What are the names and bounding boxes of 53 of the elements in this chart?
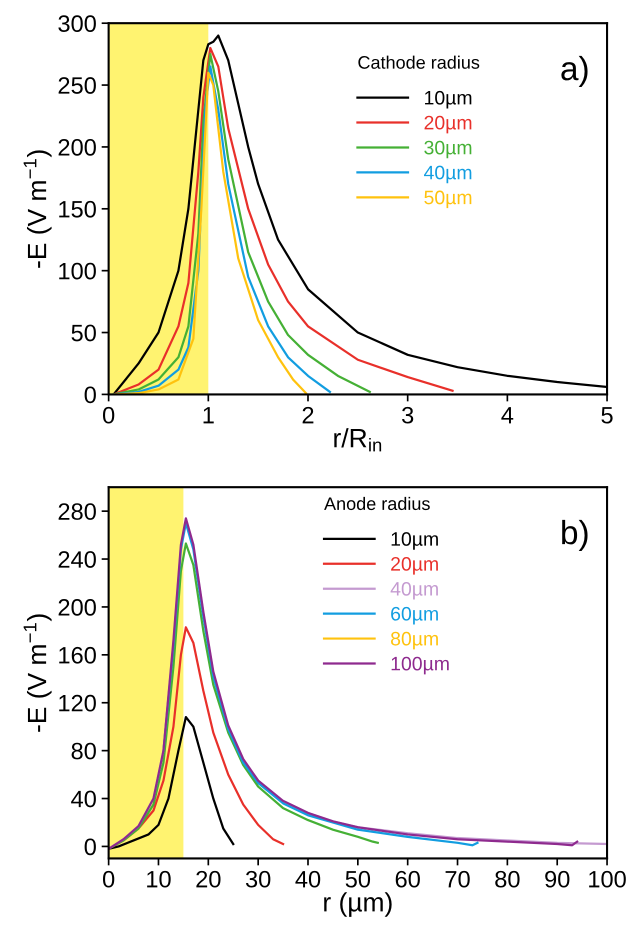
y-axis-title: -E (V m$^{−1}$) [24,614,52,732]
y-tick-label: 50 [72,324,96,342]
legend-label: 50µm [424,190,472,208]
x-tick-label: 0 [102,406,114,424]
annotation: a) [561,56,588,87]
x-tick-label: 20 [196,870,221,888]
legend-label: 20µm [391,557,438,575]
x-tick-label: 60 [396,870,420,888]
legend-label: 40µm [424,166,472,184]
y-tick-label: 0 [84,386,96,404]
x-tick-label: 3 [402,406,414,424]
legend-label: 10µm [392,532,438,550]
y-tick-label: 120 [59,694,96,712]
y-tick-label: 150 [59,200,96,218]
y-tick-label: 300 [58,15,96,32]
y-tick-label: 200 [58,599,96,616]
annotation: b) [562,520,588,551]
x-axis-title: r (µm) [324,892,392,917]
x-tick-label: 100 [589,870,626,888]
legend-label: 60µm [391,606,438,624]
y-tick-label: 200 [58,139,96,156]
legend-label: 30µm [424,140,472,158]
x-tick-label: 10 [147,870,171,888]
x-tick-label: 30 [246,870,270,888]
x-tick-label: 1 [204,407,214,424]
x-tick-label: 90 [545,870,570,888]
legend-title: Cathode radius [358,56,480,69]
line-series [108,542,379,850]
legend-label: 80µm [390,632,438,650]
legend-label: 100µm [392,656,449,674]
x-tick-label: 4 [501,407,514,424]
y-tick-label: 100 [59,262,96,280]
x-tick-label: 50 [346,870,370,888]
y-tick-label: 40 [71,790,96,808]
x-tick-label: 0 [102,870,114,888]
y-tick-label: 240 [58,551,96,568]
legend-label: 20µm [424,116,472,134]
legend-label: 10µm [425,90,472,108]
line-series [162,522,479,846]
y-tick-label: 280 [58,503,96,520]
x-axis-title: r/R$_{in}$ [334,428,382,452]
y-tick-label: 250 [58,77,96,94]
y-tick-label: 160 [59,646,96,664]
x-tick-label: 2 [302,406,314,424]
y-tick-label: 80 [72,742,96,760]
legend-label: 40µm [390,582,438,600]
x-tick-label: 5 [601,407,613,424]
x-tick-label: 80 [495,870,520,888]
y-tick-label: 0 [84,838,96,856]
legend-title: Anode radius [324,496,430,510]
x-tick-label: 70 [446,870,470,888]
x-tick-label: 40 [295,870,320,888]
y-axis-title: -E (V m$^{−1}$) [24,150,52,268]
